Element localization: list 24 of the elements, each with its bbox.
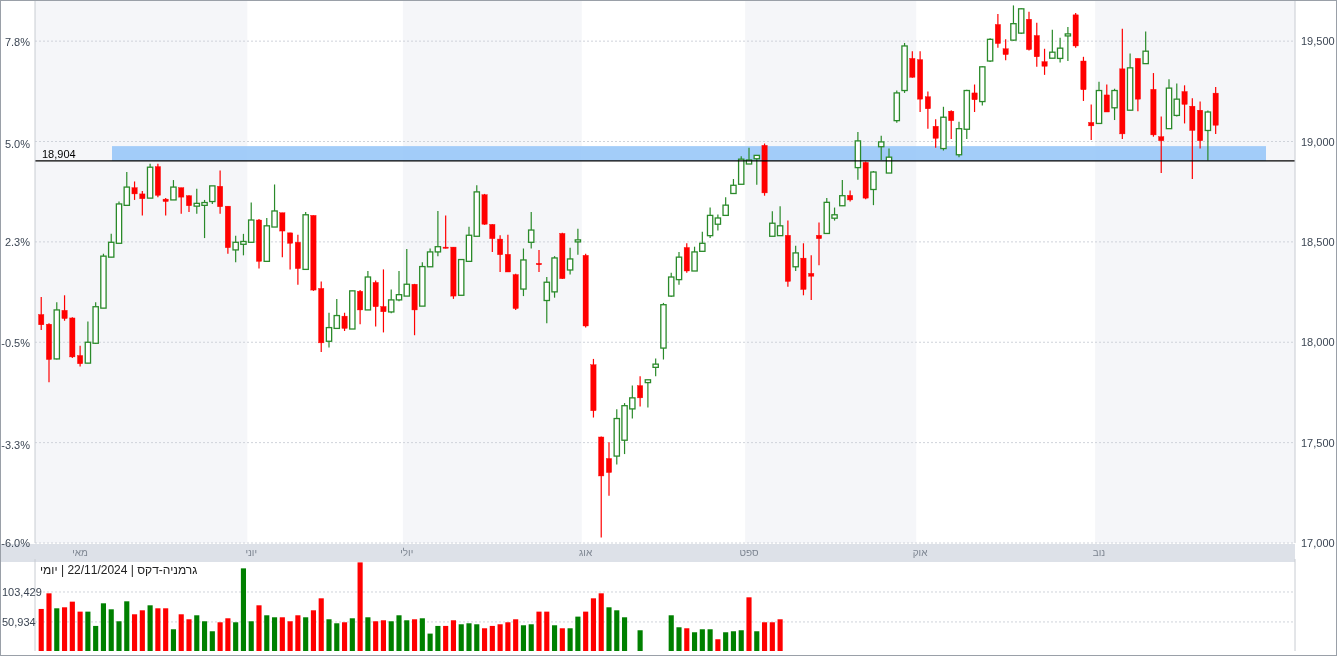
x-tick-label: מאי (72, 547, 89, 558)
y-tick-label: 18,000 (1301, 336, 1335, 349)
y2-tick-label: -0.5% (1, 337, 31, 350)
x-tick-label: יולי (400, 547, 414, 558)
y-tick-label: 18,500 (1301, 235, 1335, 248)
ref-line: 18,904 (34, 147, 1296, 162)
x-tick-label: ספט (739, 547, 759, 558)
y-tick-label: 17,000 (1301, 537, 1335, 549)
y2-tick-label: -3.3% (1, 438, 31, 451)
y-tick-label: 50,934 (2, 615, 36, 628)
x-tick-label: אוק (912, 547, 929, 558)
y-tick-label: 103,429 (2, 585, 42, 598)
y-tick-label: 17,500 (1301, 436, 1335, 449)
chart-title: גרמניה-דקס | 22/11/2024 | יומי (40, 563, 198, 577)
y-tick-label: 19,000 (1301, 135, 1335, 148)
x-tick-label: נוב (1092, 547, 1106, 558)
x-tick-label: אוג (579, 547, 593, 558)
y2-tick-label: 2.3% (4, 235, 31, 248)
y2-tick-label: 5.0% (4, 137, 31, 150)
y-tick-label: 19,500 (1301, 35, 1335, 48)
x-tick-label: יוני (245, 547, 258, 558)
y2-tick-label: 7.8% (4, 35, 31, 48)
y2-tick-label: -6.0% (1, 537, 31, 549)
ref-line-label: 18,904 (42, 147, 76, 160)
